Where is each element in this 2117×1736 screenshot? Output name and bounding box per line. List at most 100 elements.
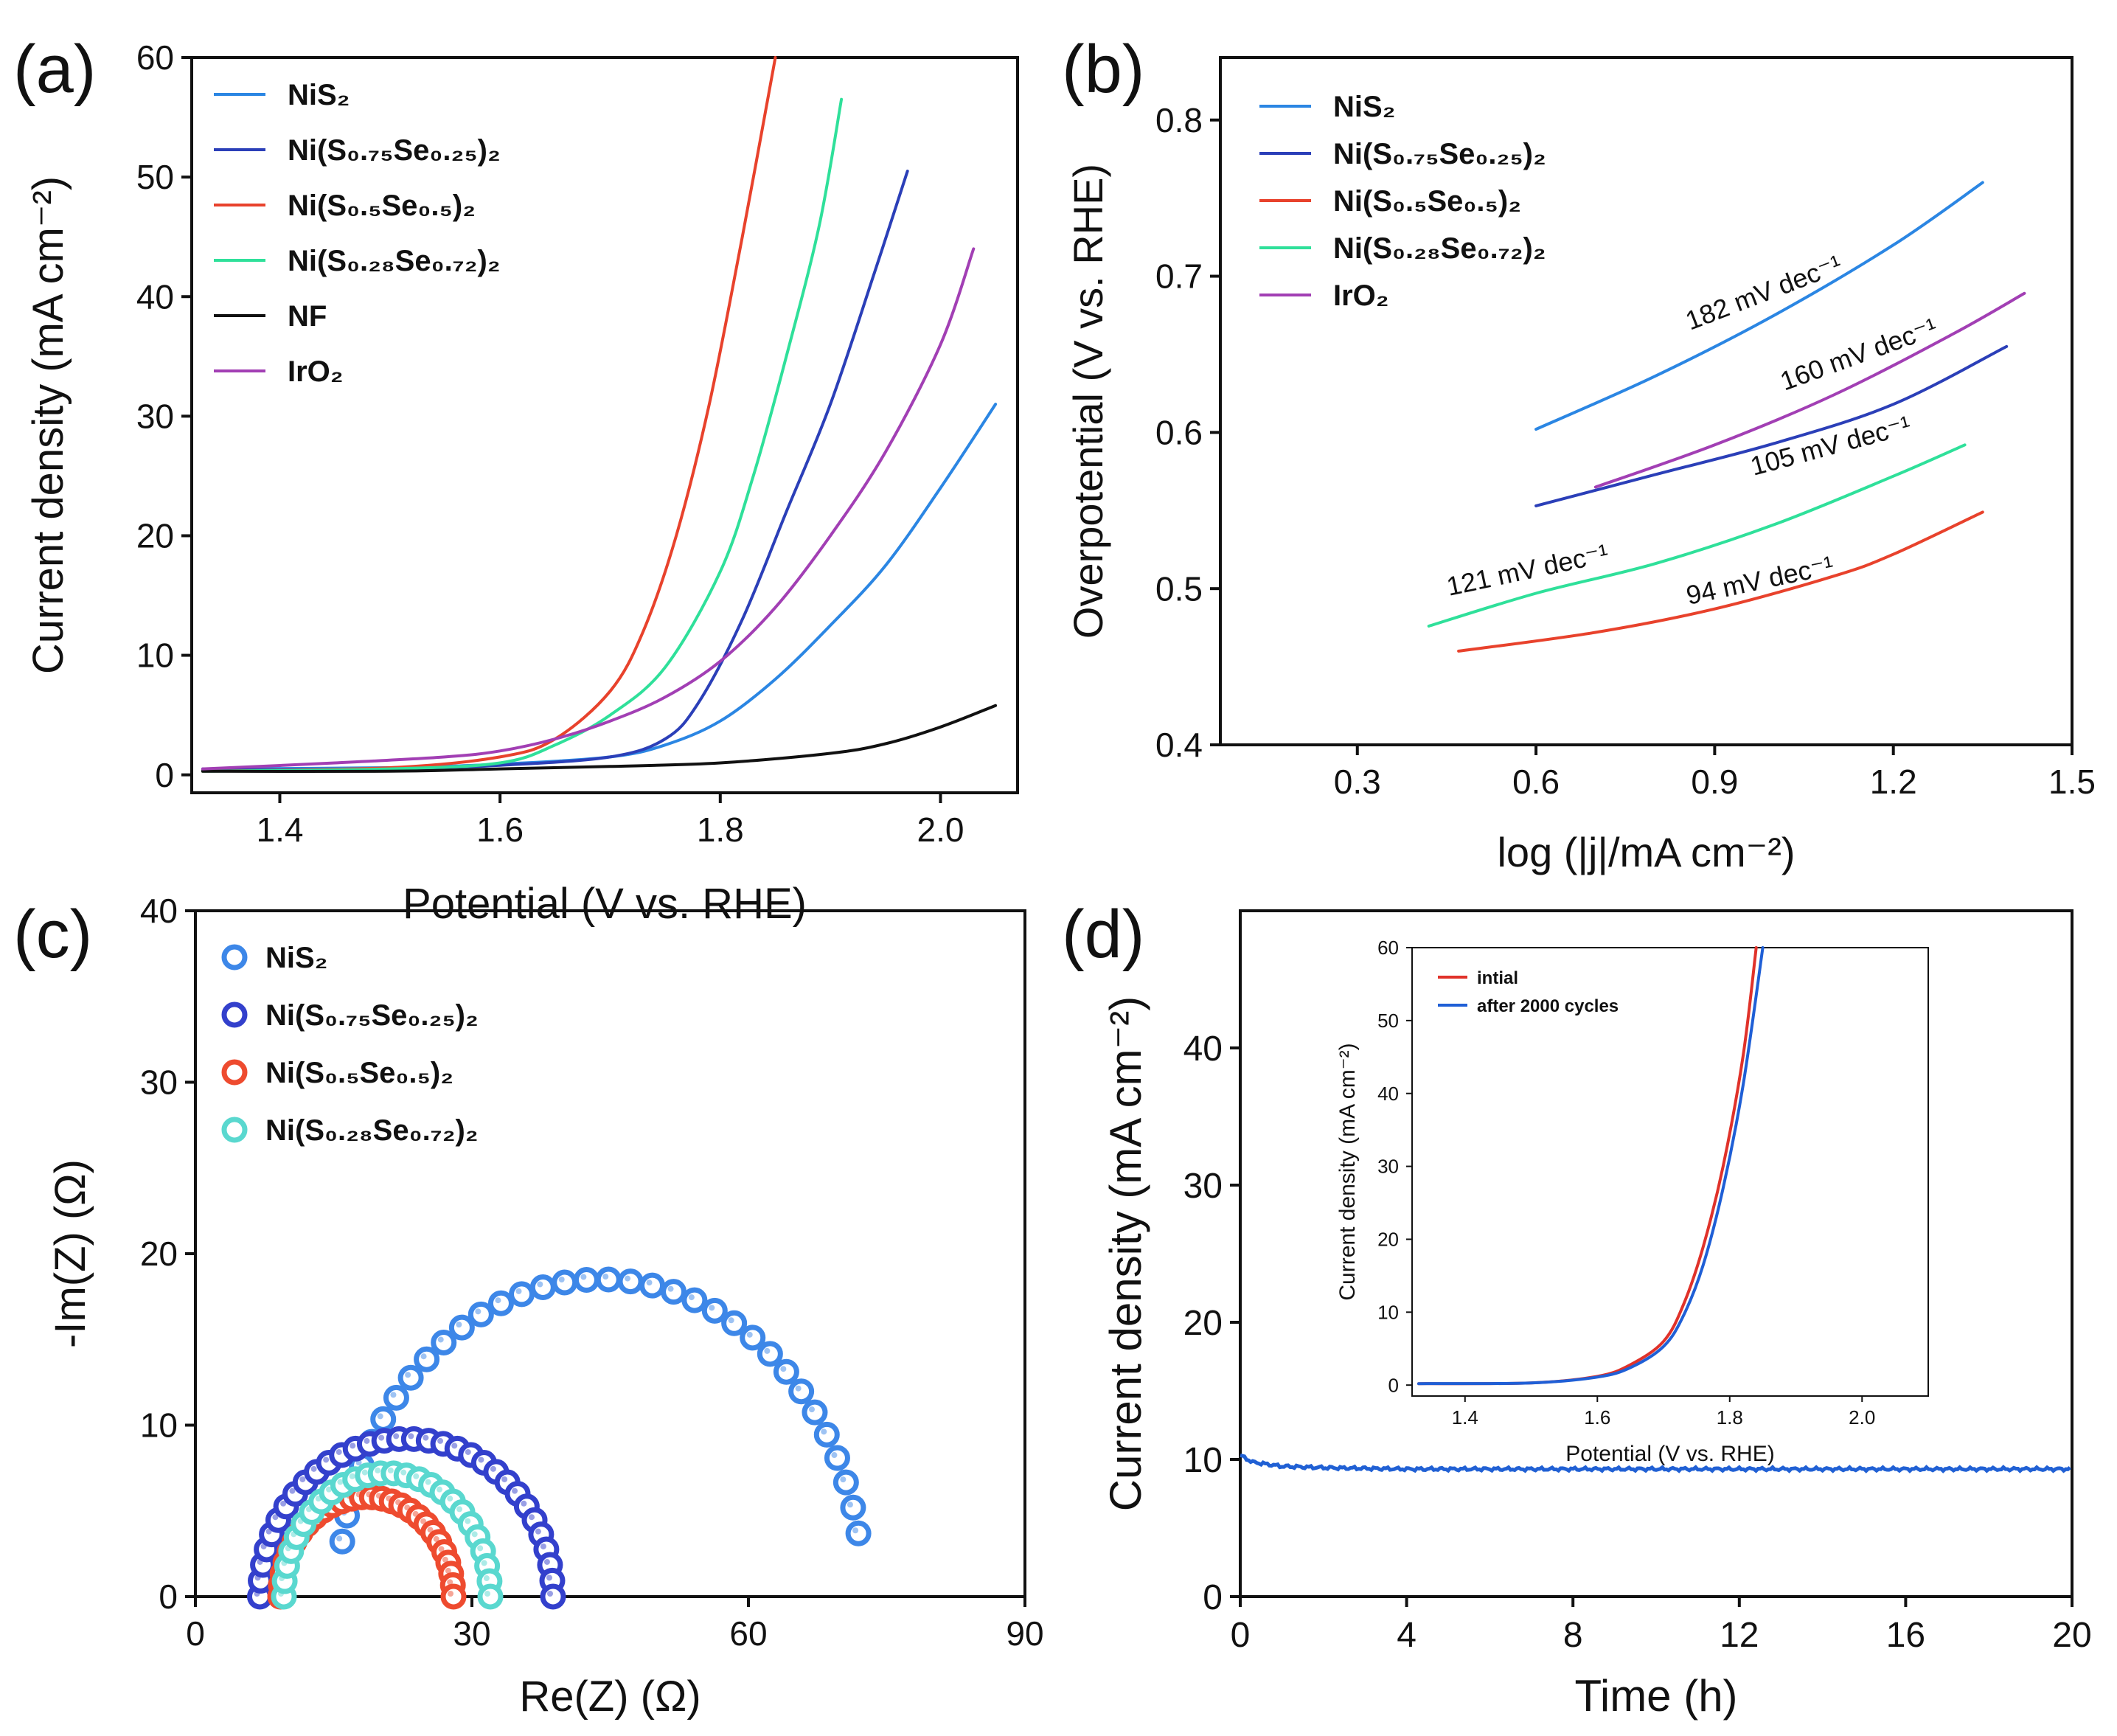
nyquist-point	[832, 1469, 859, 1496]
slope-annotation: 121 mV dec⁻¹	[1444, 538, 1611, 601]
y-tick-label: 10	[136, 636, 174, 675]
legend-label: Ni(S₀.₇₅Se₀.₂₅)₂	[265, 999, 479, 1032]
y-tick-label: 0	[1388, 1374, 1399, 1396]
nyquist-point	[788, 1378, 815, 1405]
nyquist-point	[540, 1583, 566, 1610]
nyquist-point-highlight	[299, 1476, 306, 1482]
y-tick-label: 0	[159, 1577, 178, 1616]
y-tick-label: 10	[1183, 1441, 1223, 1480]
y-axis-title: Overpotential (V vs. RHE)	[1065, 164, 1111, 639]
x-axis-title: Time (h)	[1574, 1671, 1737, 1721]
nyquist-point	[701, 1297, 728, 1324]
y-axis-title: Current density (mA cm⁻²)	[1335, 1043, 1360, 1300]
nyquist-point	[802, 1399, 828, 1426]
nyquist-point	[397, 1364, 424, 1391]
nyquist-point-highlight	[501, 1476, 508, 1482]
legend-label: IrO₂	[1333, 280, 1389, 312]
nyquist-point	[840, 1494, 866, 1521]
series-line	[201, 247, 976, 771]
nyquist-point-highlight	[475, 1308, 482, 1315]
plot-frame	[1411, 947, 1929, 1397]
x-tick-label: 60	[729, 1614, 767, 1653]
nyquist-point-highlight	[310, 1465, 317, 1472]
nyquist-point-highlight	[413, 1473, 420, 1479]
plot-frame	[1219, 56, 2073, 746]
panel-a-chart: 1.4 1.6 1.8 2.0 0 10 20 30 40 50 60 Potential (V vs…	[24, 38, 1019, 928]
y-tick-label: 0	[155, 756, 174, 794]
x-axis-title: Potential (V vs. RHE)	[1565, 1442, 1774, 1466]
y-tick-label: 20	[136, 517, 174, 555]
x-tick-label: 90	[1006, 1614, 1043, 1653]
nyquist-point-highlight	[390, 1392, 397, 1398]
legend-label: NiS₂	[265, 942, 327, 974]
series-line	[1534, 181, 1984, 431]
nyquist-point-highlight	[477, 1545, 484, 1552]
y-tick-label: 0.8	[1155, 101, 1203, 139]
nyquist-point-highlight	[821, 1428, 827, 1435]
y-tick-label: 50	[136, 158, 174, 196]
legend-marker	[221, 1001, 248, 1028]
nyquist-point-highlight	[438, 1546, 445, 1552]
x-tick-label: 0.6	[1512, 763, 1560, 801]
nyquist-point-highlight	[447, 1579, 453, 1586]
y-tick-label: 0.6	[1155, 413, 1203, 451]
series-line	[201, 56, 777, 773]
nyquist-point-highlight	[847, 1501, 853, 1508]
y-tick-label: 20	[1183, 1304, 1223, 1343]
nyquist-point-highlight	[456, 1322, 462, 1328]
nyquist-point-highlight	[521, 1500, 527, 1507]
panel-b-label: (b)	[1062, 32, 1144, 107]
series-line	[1457, 510, 1984, 653]
nyquist-point	[440, 1583, 467, 1610]
nyquist-point-highlight	[349, 1473, 355, 1479]
nyquist-point-highlight	[336, 1448, 342, 1455]
nyquist-point-highlight	[746, 1331, 753, 1338]
nyquist-point-highlight	[451, 1442, 458, 1449]
series-line	[1534, 344, 2009, 507]
x-axis-title: log (|j|/mA cm⁻²)	[1497, 829, 1795, 875]
x-tick-label: 1.6	[1584, 1406, 1610, 1428]
y-tick-label: 20	[1377, 1229, 1399, 1251]
legend-label: Ni(S₀.₂₈Se₀.₇₂)₂	[288, 245, 501, 277]
nyquist-point-highlight	[423, 1434, 429, 1441]
nyquist-point-highlight	[289, 1487, 296, 1494]
nyquist-point	[639, 1272, 666, 1299]
panel-a-label: (a)	[13, 32, 96, 107]
nyquist-point-highlight	[602, 1274, 609, 1280]
series-line	[201, 704, 998, 774]
nyquist-point-highlight	[465, 1518, 471, 1524]
panel-d-label: (d)	[1062, 897, 1144, 972]
nyquist-point-highlight	[540, 1543, 546, 1549]
nyquist-point-highlight	[535, 1528, 541, 1535]
x-tick-label: 0	[186, 1614, 205, 1653]
nyquist-point-highlight	[558, 1277, 565, 1283]
nyquist-point-highlight	[478, 1456, 484, 1463]
nyquist-point-highlight	[350, 1442, 356, 1449]
y-tick-label: 40	[1183, 1030, 1223, 1069]
nyquist-point-highlight	[387, 1467, 394, 1473]
nyquist-point-highlight	[515, 1288, 522, 1294]
nyquist-point-highlight	[484, 1591, 490, 1597]
nyquist-point-highlight	[433, 1535, 439, 1542]
nyquist-point-highlight	[378, 1434, 385, 1441]
nyquist-point-highlight	[688, 1294, 695, 1301]
nyquist-point-highlight	[272, 1514, 279, 1521]
nyquist-point-highlight	[795, 1385, 802, 1392]
y-tick-label: 0.4	[1155, 726, 1203, 764]
nyquist-point-highlight	[808, 1406, 815, 1413]
legend-label: Ni(S₀.₅Se₀.₅)₂	[1333, 185, 1521, 218]
y-tick-label: 50	[1377, 1010, 1399, 1032]
series-line	[1427, 443, 1967, 628]
nyquist-point-highlight	[280, 1500, 287, 1507]
y-tick-label: 10	[140, 1406, 178, 1445]
nyquist-point	[740, 1324, 766, 1351]
legend-label: Ni(S₀.₇₅Se₀.₂₅)₂	[1333, 138, 1546, 170]
nyquist-point-highlight	[529, 1514, 535, 1521]
legend-label: Ni(S₀.₇₅Se₀.₂₅)₂	[288, 134, 501, 167]
nyquist-point-highlight	[852, 1527, 859, 1534]
nyquist-point-highlight	[323, 1456, 330, 1463]
nyquist-point-highlight	[709, 1305, 715, 1311]
nyquist-point-highlight	[337, 1479, 344, 1485]
nyquist-point	[414, 1346, 440, 1372]
nyquist-point	[487, 1290, 514, 1316]
